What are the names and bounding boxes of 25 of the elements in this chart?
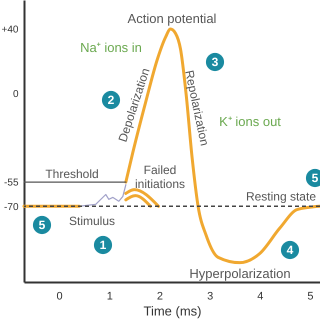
x-tick-label: 4 <box>257 290 264 302</box>
annotation: 1 <box>100 238 107 252</box>
annotation: Na⁺ ions in <box>80 40 142 55</box>
annotation: Action potential <box>128 11 217 26</box>
annotation: Hyperpolarization <box>189 266 291 281</box>
annotation: 3 <box>212 55 219 69</box>
x-tick-label: 2 <box>156 290 164 302</box>
x-tick-label: 5 <box>307 290 314 302</box>
annotation: 5 <box>38 218 46 232</box>
annotation: 2 <box>108 93 115 107</box>
y-tick-label: 0 <box>12 88 19 100</box>
y-tick-label: -70 <box>4 202 19 213</box>
y-tick-label: -55 <box>4 178 19 189</box>
x-tick-label: 0 <box>56 290 63 302</box>
x-tick-label: 3 <box>207 290 214 302</box>
y-tick-label: +40 <box>2 24 19 36</box>
x-axis-title: Time (ms) <box>143 304 202 318</box>
annotation: Failed initiations <box>134 163 186 191</box>
annotation: K⁺ ions out <box>219 114 282 129</box>
ref-line-label: Resting state <box>246 189 316 204</box>
annotation: Stimulus <box>68 214 116 228</box>
annotation: Threshold <box>45 167 99 181</box>
x-tick-label: 1 <box>106 290 113 302</box>
annotation: 5 <box>312 171 319 185</box>
annotation: 4 <box>286 243 294 257</box>
